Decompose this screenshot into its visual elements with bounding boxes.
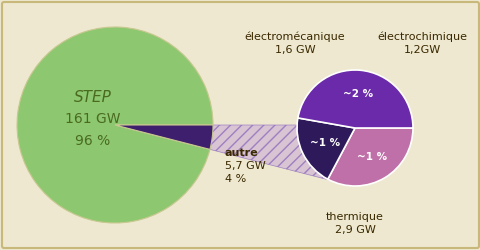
Text: 1,6 GW: 1,6 GW [274,45,315,55]
Text: ~1 %: ~1 % [309,138,339,148]
Wedge shape [115,125,213,149]
Text: autre: autre [225,148,258,158]
Text: 1,2GW: 1,2GW [403,45,440,55]
Wedge shape [17,27,213,223]
Text: ~1 %: ~1 % [357,152,386,162]
Text: 96 %: 96 % [75,134,110,148]
Text: électromécanique: électromécanique [244,32,345,42]
Text: 2,9 GW: 2,9 GW [334,225,375,235]
Wedge shape [327,128,412,186]
Text: 161 GW: 161 GW [65,112,120,126]
Text: thermique: thermique [325,212,383,222]
Wedge shape [297,70,412,128]
Text: 4 %: 4 % [225,174,246,184]
Text: ~2 %: ~2 % [342,90,372,100]
Text: électrochimique: électrochimique [376,32,466,42]
Wedge shape [296,118,354,179]
Polygon shape [209,125,329,180]
Text: 5,7 GW: 5,7 GW [225,161,265,171]
Text: STEP: STEP [74,90,112,104]
